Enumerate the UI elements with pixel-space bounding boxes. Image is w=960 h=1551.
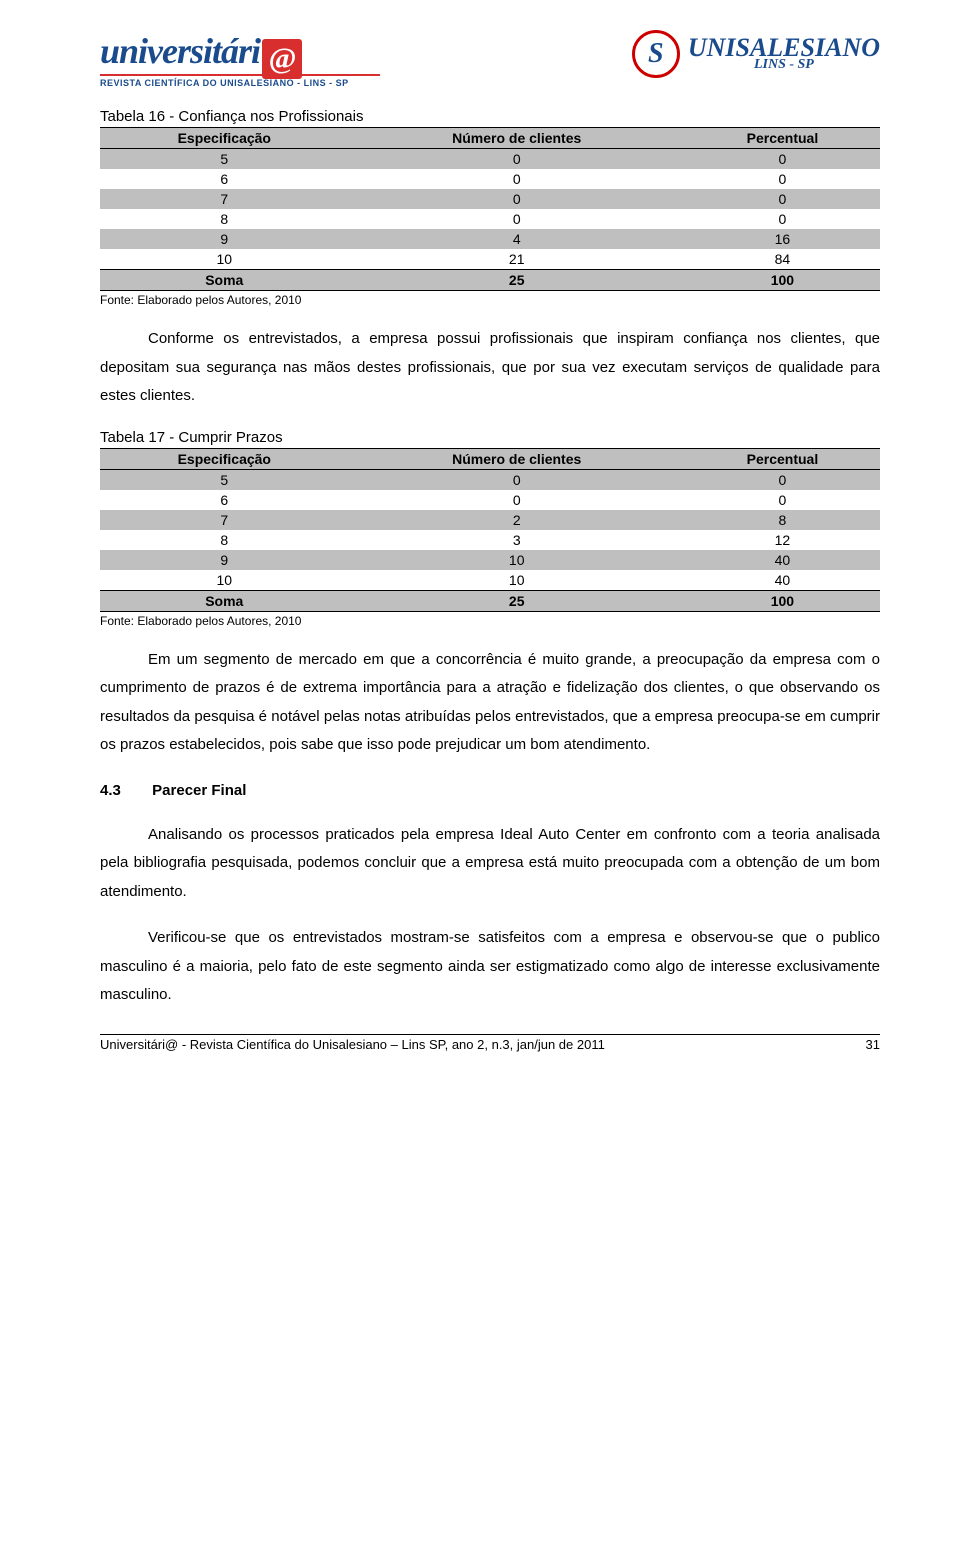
table16-col2: Percentual <box>685 128 880 149</box>
table-cell: Soma <box>100 590 349 611</box>
logo-right-text: UNISALESIANO LINS - SP <box>688 36 880 72</box>
table-cell: 16 <box>685 229 880 249</box>
table-cell: 8 <box>100 209 349 229</box>
table-cell: 10 <box>349 570 685 591</box>
table17-col2: Percentual <box>685 448 880 469</box>
table-cell: 4 <box>349 229 685 249</box>
table-cell: 10 <box>100 249 349 270</box>
table-cell: 25 <box>349 590 685 611</box>
table-cell: 9 <box>100 229 349 249</box>
table-cell: 0 <box>349 149 685 170</box>
at-icon: @ <box>262 39 302 79</box>
paragraph-2: Em um segmento de mercado em que a conco… <box>100 646 880 760</box>
table-cell: 0 <box>685 169 880 189</box>
table-row: 728 <box>100 510 880 530</box>
table-row: 101040 <box>100 570 880 591</box>
paragraph-3: Analisando os processos praticados pela … <box>100 821 880 907</box>
footer-text: Universitári@ - Revista Científica do Un… <box>100 1037 605 1052</box>
table-row: 800 <box>100 209 880 229</box>
swirl-s-icon <box>632 30 680 78</box>
table16-header-row: Especificação Número de clientes Percent… <box>100 128 880 149</box>
table-row: 91040 <box>100 550 880 570</box>
table-cell: 100 <box>685 270 880 291</box>
table-cell: 0 <box>685 490 880 510</box>
table-cell: 7 <box>100 510 349 530</box>
table16-title: Tabela 16 - Confiança nos Profissionais <box>100 108 880 125</box>
table-cell: 0 <box>685 189 880 209</box>
table16: Especificação Número de clientes Percent… <box>100 127 880 291</box>
table-cell: 0 <box>349 169 685 189</box>
table17-col1: Número de clientes <box>349 448 685 469</box>
table-sum-row: Soma25100 <box>100 270 880 291</box>
table-row: 8312 <box>100 530 880 550</box>
table17-source: Fonte: Elaborado pelos Autores, 2010 <box>100 614 880 628</box>
table-sum-row: Soma25100 <box>100 590 880 611</box>
paragraph-1: Conforme os entrevistados, a empresa pos… <box>100 325 880 411</box>
table-cell: 0 <box>349 209 685 229</box>
table-cell: 10 <box>100 570 349 591</box>
table-row: 700 <box>100 189 880 209</box>
table-cell: 0 <box>685 469 880 490</box>
table-cell: 0 <box>349 490 685 510</box>
logo-right-main: UNISALESIANO <box>688 36 880 59</box>
paragraph-4: Verificou-se que os entrevistados mostra… <box>100 924 880 1010</box>
table-cell: 40 <box>685 550 880 570</box>
table-cell: 6 <box>100 490 349 510</box>
section-title: Parecer Final <box>152 782 246 799</box>
table16-source: Fonte: Elaborado pelos Autores, 2010 <box>100 293 880 307</box>
table-cell: 8 <box>100 530 349 550</box>
section-4-3-heading: 4.3 Parecer Final <box>100 782 880 799</box>
table17-header-row: Especificação Número de clientes Percent… <box>100 448 880 469</box>
table-cell: 21 <box>349 249 685 270</box>
table-cell: 25 <box>349 270 685 291</box>
table-cell: 3 <box>349 530 685 550</box>
table-row: 600 <box>100 169 880 189</box>
footer: Universitári@ - Revista Científica do Un… <box>100 1034 880 1052</box>
table-cell: 2 <box>349 510 685 530</box>
table-cell: 40 <box>685 570 880 591</box>
table-cell: 9 <box>100 550 349 570</box>
table-row: 9416 <box>100 229 880 249</box>
logo-universitaria: universitári @ REVISTA CIENTÍFICA DO UNI… <box>100 30 380 88</box>
table-cell: 5 <box>100 469 349 490</box>
section-number: 4.3 <box>100 782 148 799</box>
table-row: 500 <box>100 149 880 170</box>
table-row: 102184 <box>100 249 880 270</box>
logo-left-word: universitári <box>100 30 260 72</box>
table-cell: 8 <box>685 510 880 530</box>
table-cell: 100 <box>685 590 880 611</box>
table-cell: 10 <box>349 550 685 570</box>
logo-left-sub: REVISTA CIENTÍFICA DO UNISALESIANO - LIN… <box>100 74 380 88</box>
logo-right-sub: LINS - SP <box>688 59 880 72</box>
logo-unisalesiano: UNISALESIANO LINS - SP <box>632 30 880 78</box>
table-cell: 0 <box>349 469 685 490</box>
table-cell: Soma <box>100 270 349 291</box>
table-row: 500 <box>100 469 880 490</box>
header: universitári @ REVISTA CIENTÍFICA DO UNI… <box>100 30 880 88</box>
table16-body: 5006007008009416102184Soma25100 <box>100 149 880 291</box>
table-cell: 6 <box>100 169 349 189</box>
table17: Especificação Número de clientes Percent… <box>100 448 880 612</box>
table-cell: 0 <box>685 209 880 229</box>
table16-col1: Número de clientes <box>349 128 685 149</box>
table16-col0: Especificação <box>100 128 349 149</box>
table-cell: 0 <box>685 149 880 170</box>
table-cell: 12 <box>685 530 880 550</box>
table-cell: 84 <box>685 249 880 270</box>
table-row: 600 <box>100 490 880 510</box>
footer-page: 31 <box>866 1037 880 1052</box>
logo-left-main: universitári @ <box>100 30 380 74</box>
table17-title: Tabela 17 - Cumprir Prazos <box>100 429 880 446</box>
table-cell: 0 <box>349 189 685 209</box>
table-cell: 7 <box>100 189 349 209</box>
table17-col0: Especificação <box>100 448 349 469</box>
table17-body: 500600728831291040101040Soma25100 <box>100 469 880 611</box>
table-cell: 5 <box>100 149 349 170</box>
